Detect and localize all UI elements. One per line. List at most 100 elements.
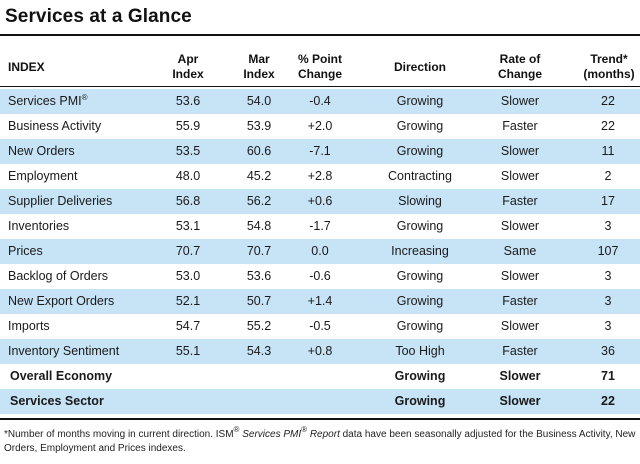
row-direction: Contracting bbox=[388, 169, 452, 183]
row-mar-value: 53.9 bbox=[246, 119, 272, 133]
row-mar-value: 55.2 bbox=[246, 319, 272, 333]
row-mar-value: 54.3 bbox=[246, 344, 272, 358]
row-mar-value: 45.2 bbox=[246, 169, 272, 183]
row-rate: Faster bbox=[502, 194, 538, 208]
table-row: Employment 48.0 45.2 +2.8 Contracting Sl… bbox=[0, 164, 640, 189]
row-rate: Slower bbox=[499, 369, 541, 383]
row-direction: Growing bbox=[396, 94, 444, 108]
row-mar-value: 54.0 bbox=[246, 94, 272, 108]
row-index-name: Inventory Sentiment bbox=[8, 344, 120, 358]
row-rate: Faster bbox=[502, 344, 538, 358]
row-rate: Same bbox=[503, 244, 537, 258]
row-apr-value: 52.1 bbox=[175, 294, 201, 308]
row-trend: 71 bbox=[601, 369, 615, 383]
row-change-value: 0.0 bbox=[311, 244, 329, 258]
row-rate: Slower bbox=[500, 94, 540, 108]
top-rule bbox=[0, 34, 640, 36]
row-direction: Growing bbox=[394, 369, 446, 383]
row-change-value: +2.8 bbox=[307, 169, 333, 183]
row-apr-value: 53.5 bbox=[175, 144, 201, 158]
row-apr-value: 56.8 bbox=[175, 194, 201, 208]
row-index-name: Backlog of Orders bbox=[8, 269, 109, 283]
row-change-value: +1.4 bbox=[307, 294, 333, 308]
row-change-value: -1.7 bbox=[309, 219, 331, 233]
summary-row-services-sector: Services Sector Growing Slower 22 bbox=[0, 389, 640, 414]
table-row: New Export Orders 52.1 50.7 +1.4 Growing… bbox=[0, 289, 640, 314]
row-apr-value: 48.0 bbox=[175, 169, 201, 183]
row-mar-value: 54.8 bbox=[246, 219, 272, 233]
table-row: Business Activity 55.9 53.9 +2.0 Growing… bbox=[0, 114, 640, 139]
row-change-value: -0.5 bbox=[309, 319, 331, 333]
row-direction: Growing bbox=[394, 394, 446, 408]
header-index: INDEX bbox=[8, 60, 45, 74]
row-change-value: +0.8 bbox=[307, 344, 333, 358]
row-trend: 22 bbox=[601, 119, 615, 133]
row-mar-value: 70.7 bbox=[246, 244, 272, 258]
table-row: Supplier Deliveries 56.8 56.2 +0.6 Slowi… bbox=[0, 189, 640, 214]
row-trend: 3 bbox=[604, 294, 612, 308]
row-rate: Faster bbox=[502, 294, 538, 308]
table-row: Inventories 53.1 54.8 -1.7 Growing Slowe… bbox=[0, 214, 640, 239]
row-index-name: Prices bbox=[8, 244, 43, 258]
table-row: Services PMI® 53.6 54.0 -0.4 Growing Slo… bbox=[0, 89, 640, 114]
row-index-name: Services PMI® bbox=[8, 93, 88, 109]
row-rate: Slower bbox=[500, 169, 540, 183]
row-direction: Increasing bbox=[391, 244, 449, 258]
table-row: Imports 54.7 55.2 -0.5 Growing Slower 3 bbox=[0, 314, 640, 339]
row-mar-value: 56.2 bbox=[246, 194, 272, 208]
header-direction: Direction bbox=[393, 60, 446, 74]
row-index-name: Services Sector bbox=[10, 394, 104, 408]
row-trend: 3 bbox=[604, 319, 612, 333]
row-trend: 36 bbox=[601, 344, 615, 358]
header-trend: Trend* (months) bbox=[583, 52, 635, 81]
row-apr-value: 55.1 bbox=[175, 344, 201, 358]
row-mar-value: 50.7 bbox=[246, 294, 272, 308]
row-direction: Growing bbox=[396, 119, 444, 133]
table-row: New Orders 53.5 60.6 -7.1 Growing Slower… bbox=[0, 139, 640, 164]
table-row: Prices 70.7 70.7 0.0 Increasing Same 107 bbox=[0, 239, 640, 264]
row-direction: Slowing bbox=[398, 194, 442, 208]
row-index-name: Employment bbox=[8, 169, 78, 183]
row-change-value: -7.1 bbox=[309, 144, 331, 158]
table-row: Inventory Sentiment 55.1 54.3 +0.8 Too H… bbox=[0, 339, 640, 364]
row-apr-value: 53.0 bbox=[175, 269, 201, 283]
footnote: *Number of months moving in current dire… bbox=[4, 425, 636, 455]
row-trend: 107 bbox=[597, 244, 619, 258]
row-rate: Slower bbox=[500, 319, 540, 333]
row-index-name: Supplier Deliveries bbox=[8, 194, 113, 208]
row-trend: 3 bbox=[604, 269, 612, 283]
header-point-change: % Point Change bbox=[297, 52, 342, 81]
row-apr-value: 53.6 bbox=[175, 94, 201, 108]
row-index-name: Business Activity bbox=[8, 119, 102, 133]
row-change-value: +2.0 bbox=[307, 119, 333, 133]
bottom-rule bbox=[0, 418, 640, 420]
row-apr-value: 53.1 bbox=[175, 219, 201, 233]
row-rate: Slower bbox=[499, 394, 541, 408]
row-rate: Slower bbox=[500, 219, 540, 233]
row-trend: 11 bbox=[601, 144, 615, 158]
row-rate: Slower bbox=[500, 144, 540, 158]
row-trend: 17 bbox=[601, 194, 615, 208]
header-rate-of-change: Rate of Change bbox=[497, 52, 542, 81]
header-mar-index: Mar Index bbox=[243, 52, 275, 81]
row-trend: 3 bbox=[604, 219, 612, 233]
header-apr-index: Apr Index bbox=[172, 52, 204, 81]
row-mar-value: 53.6 bbox=[246, 269, 272, 283]
row-index-name: New Orders bbox=[8, 144, 75, 158]
row-direction: Growing bbox=[396, 319, 444, 333]
row-index-name: Imports bbox=[8, 319, 50, 333]
row-apr-value: 70.7 bbox=[175, 244, 201, 258]
row-trend: 22 bbox=[601, 94, 615, 108]
header-rule bbox=[0, 86, 640, 87]
row-trend: 2 bbox=[604, 169, 612, 183]
row-change-value: -0.4 bbox=[309, 94, 331, 108]
page-title: Services at a Glance bbox=[5, 6, 192, 27]
row-rate: Slower bbox=[500, 269, 540, 283]
table-header: INDEX Apr Index Mar Index % Point Change… bbox=[0, 40, 640, 86]
row-index-name: Inventories bbox=[8, 219, 70, 233]
row-rate: Faster bbox=[502, 119, 538, 133]
index-table: Services PMI® 53.6 54.0 -0.4 Growing Slo… bbox=[0, 89, 640, 414]
row-apr-value: 54.7 bbox=[175, 319, 201, 333]
row-change-value: -0.6 bbox=[309, 269, 331, 283]
row-direction: Too High bbox=[395, 344, 445, 358]
